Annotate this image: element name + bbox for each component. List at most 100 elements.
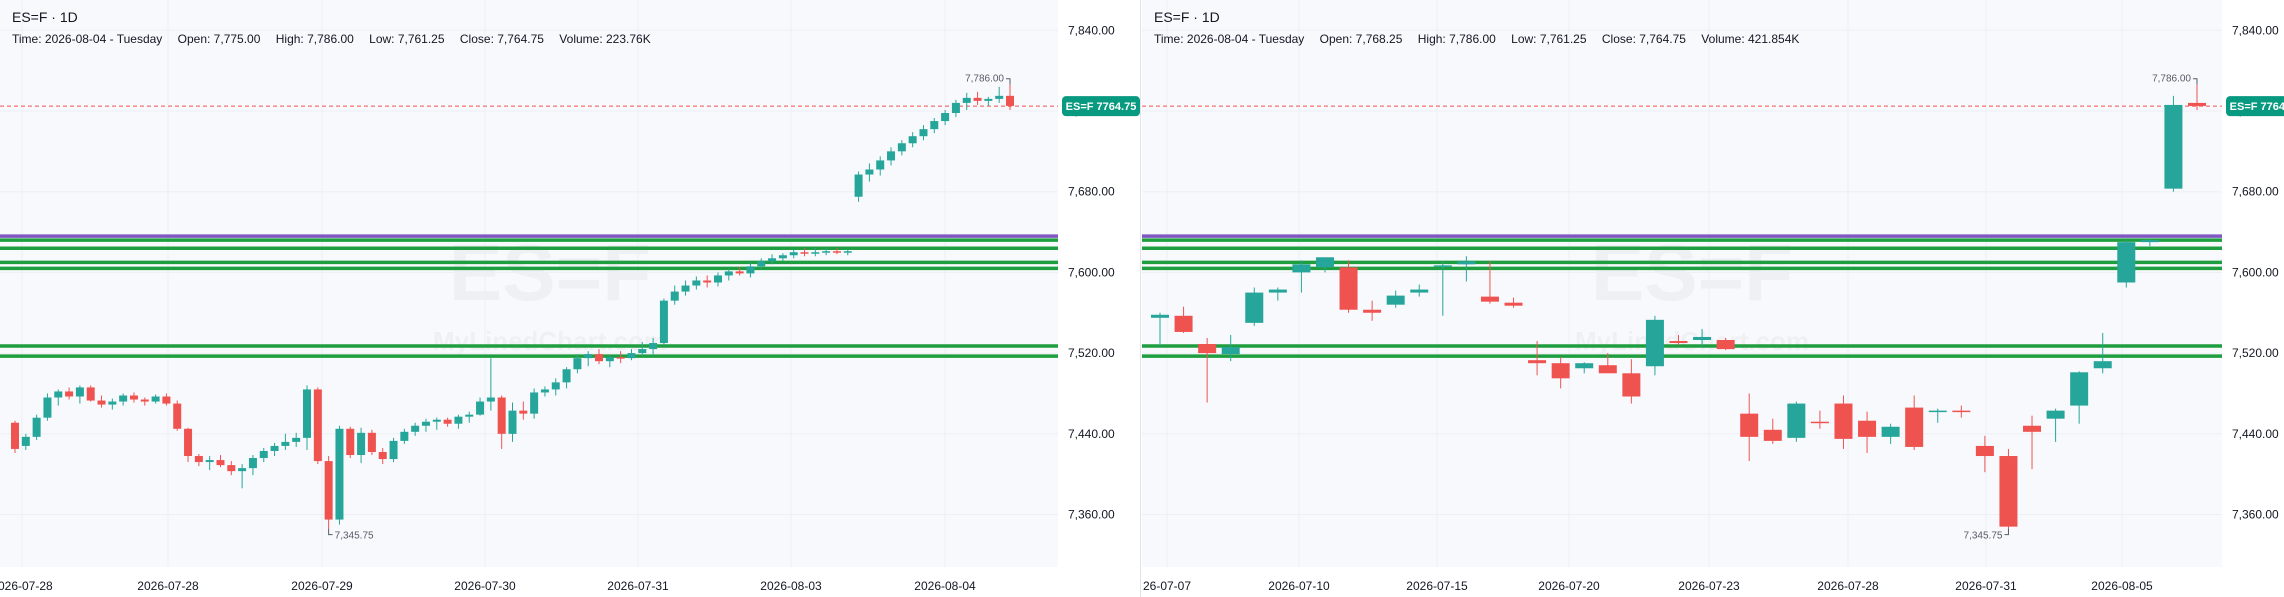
candle-body bbox=[497, 397, 506, 434]
candle-body bbox=[1810, 421, 1829, 424]
candle-body bbox=[270, 445, 279, 451]
candle-body bbox=[562, 369, 571, 383]
candle-body bbox=[1622, 373, 1641, 397]
candle-body bbox=[97, 400, 106, 405]
candle-body bbox=[1386, 295, 1405, 305]
chart-pane-left[interactable]: ES=F MyLinedChart.com 7,786.00 7,345.75 7,84… bbox=[0, 0, 1141, 597]
candlestick-chart-left[interactable]: ES=F MyLinedChart.com 7,786.00 7,345.75 7,84… bbox=[0, 0, 1140, 597]
symbol-title: ES=F · 1D bbox=[12, 9, 78, 25]
candle bbox=[638, 342, 647, 357]
y-axis-label: 7,680.00 bbox=[1068, 185, 1115, 199]
candle bbox=[443, 417, 452, 427]
candle-body bbox=[140, 399, 149, 402]
candle-body bbox=[313, 389, 322, 462]
candle-body bbox=[324, 461, 333, 520]
open-label: Open: 7,768.25 bbox=[1319, 32, 1403, 46]
chart-pane-right[interactable]: ES=F MyLinedChart.com 7,786.00 7,345.75 7,84… bbox=[1142, 0, 2284, 597]
candle-body bbox=[595, 354, 604, 362]
candle-body bbox=[1858, 420, 1877, 437]
candle bbox=[54, 389, 63, 406]
candle-body bbox=[2140, 240, 2159, 243]
high-label: High: 7,786.00 bbox=[275, 32, 354, 46]
candle bbox=[1410, 284, 1429, 297]
candle-body bbox=[692, 280, 701, 286]
candle-body bbox=[1693, 336, 1712, 340]
candle-body bbox=[703, 280, 712, 283]
candle-body bbox=[887, 151, 896, 161]
x-axis-label: 2026-07-20 bbox=[1538, 579, 1600, 593]
candle bbox=[1999, 448, 2018, 529]
candle bbox=[659, 298, 668, 347]
candle bbox=[757, 258, 766, 270]
current-price-label: ES=F 7764.75 bbox=[1066, 101, 1137, 113]
candle-body bbox=[1975, 445, 1994, 457]
candle bbox=[1528, 341, 1547, 376]
candle-body bbox=[486, 397, 495, 402]
candle-body bbox=[757, 261, 766, 267]
candle-body bbox=[908, 136, 917, 144]
candle-body bbox=[735, 271, 744, 274]
candle-body bbox=[919, 129, 928, 137]
candle-body bbox=[292, 437, 301, 442]
candle bbox=[119, 393, 128, 406]
candle-body bbox=[1834, 403, 1853, 439]
candle bbox=[1905, 395, 1924, 450]
candle bbox=[281, 433, 290, 450]
candle-body bbox=[86, 387, 95, 401]
candle-body bbox=[638, 349, 647, 354]
candle-body bbox=[1268, 289, 1287, 293]
candle-body bbox=[173, 403, 182, 429]
candle-body bbox=[897, 143, 906, 152]
candle-body bbox=[843, 251, 852, 253]
candle-body bbox=[1410, 289, 1429, 293]
candle-body bbox=[659, 300, 668, 344]
candle bbox=[995, 86, 1004, 103]
candle bbox=[1174, 306, 1193, 333]
candle bbox=[2117, 240, 2136, 288]
candle bbox=[108, 398, 117, 410]
candle bbox=[497, 395, 506, 449]
candle-body bbox=[540, 389, 549, 393]
candle-body bbox=[335, 428, 344, 520]
high-annotation: 7,786.00 bbox=[2152, 74, 2191, 85]
candle bbox=[703, 275, 712, 288]
candle-body bbox=[205, 460, 214, 463]
candle bbox=[562, 367, 571, 389]
candlestick-chart-right[interactable]: ES=F MyLinedChart.com 7,786.00 7,345.75 7,84… bbox=[1142, 0, 2284, 597]
candle bbox=[400, 428, 409, 444]
y-axis-label: 7,600.00 bbox=[2232, 265, 2279, 279]
candle bbox=[1480, 261, 1499, 304]
candle-body bbox=[551, 382, 560, 390]
candle-body bbox=[605, 357, 614, 362]
candle bbox=[692, 276, 701, 290]
candle-body bbox=[1457, 261, 1476, 265]
candle-body bbox=[2164, 104, 2183, 189]
candle-body bbox=[54, 391, 63, 398]
candle-body bbox=[227, 465, 236, 472]
candle-body bbox=[800, 252, 809, 254]
candle bbox=[584, 351, 593, 367]
candle bbox=[421, 418, 430, 432]
y-axis-label: 7,600.00 bbox=[1068, 265, 1115, 279]
candle bbox=[811, 248, 820, 257]
candle bbox=[1598, 353, 1617, 374]
candle bbox=[887, 147, 896, 166]
candle bbox=[865, 163, 874, 182]
candle bbox=[616, 351, 625, 364]
candle-body bbox=[119, 395, 128, 402]
candle bbox=[1268, 287, 1287, 301]
candle bbox=[303, 385, 312, 450]
candle bbox=[389, 437, 398, 463]
candle bbox=[151, 394, 160, 404]
candle-body bbox=[281, 441, 290, 446]
candle-body bbox=[1006, 95, 1014, 106]
candle bbox=[324, 456, 333, 529]
candle bbox=[735, 267, 744, 276]
candle bbox=[1363, 300, 1382, 321]
candle-body bbox=[303, 389, 312, 438]
candle bbox=[897, 140, 906, 156]
candle-body bbox=[1763, 429, 1782, 441]
candle bbox=[573, 354, 582, 374]
candle bbox=[876, 156, 885, 176]
candle bbox=[2188, 84, 2206, 110]
